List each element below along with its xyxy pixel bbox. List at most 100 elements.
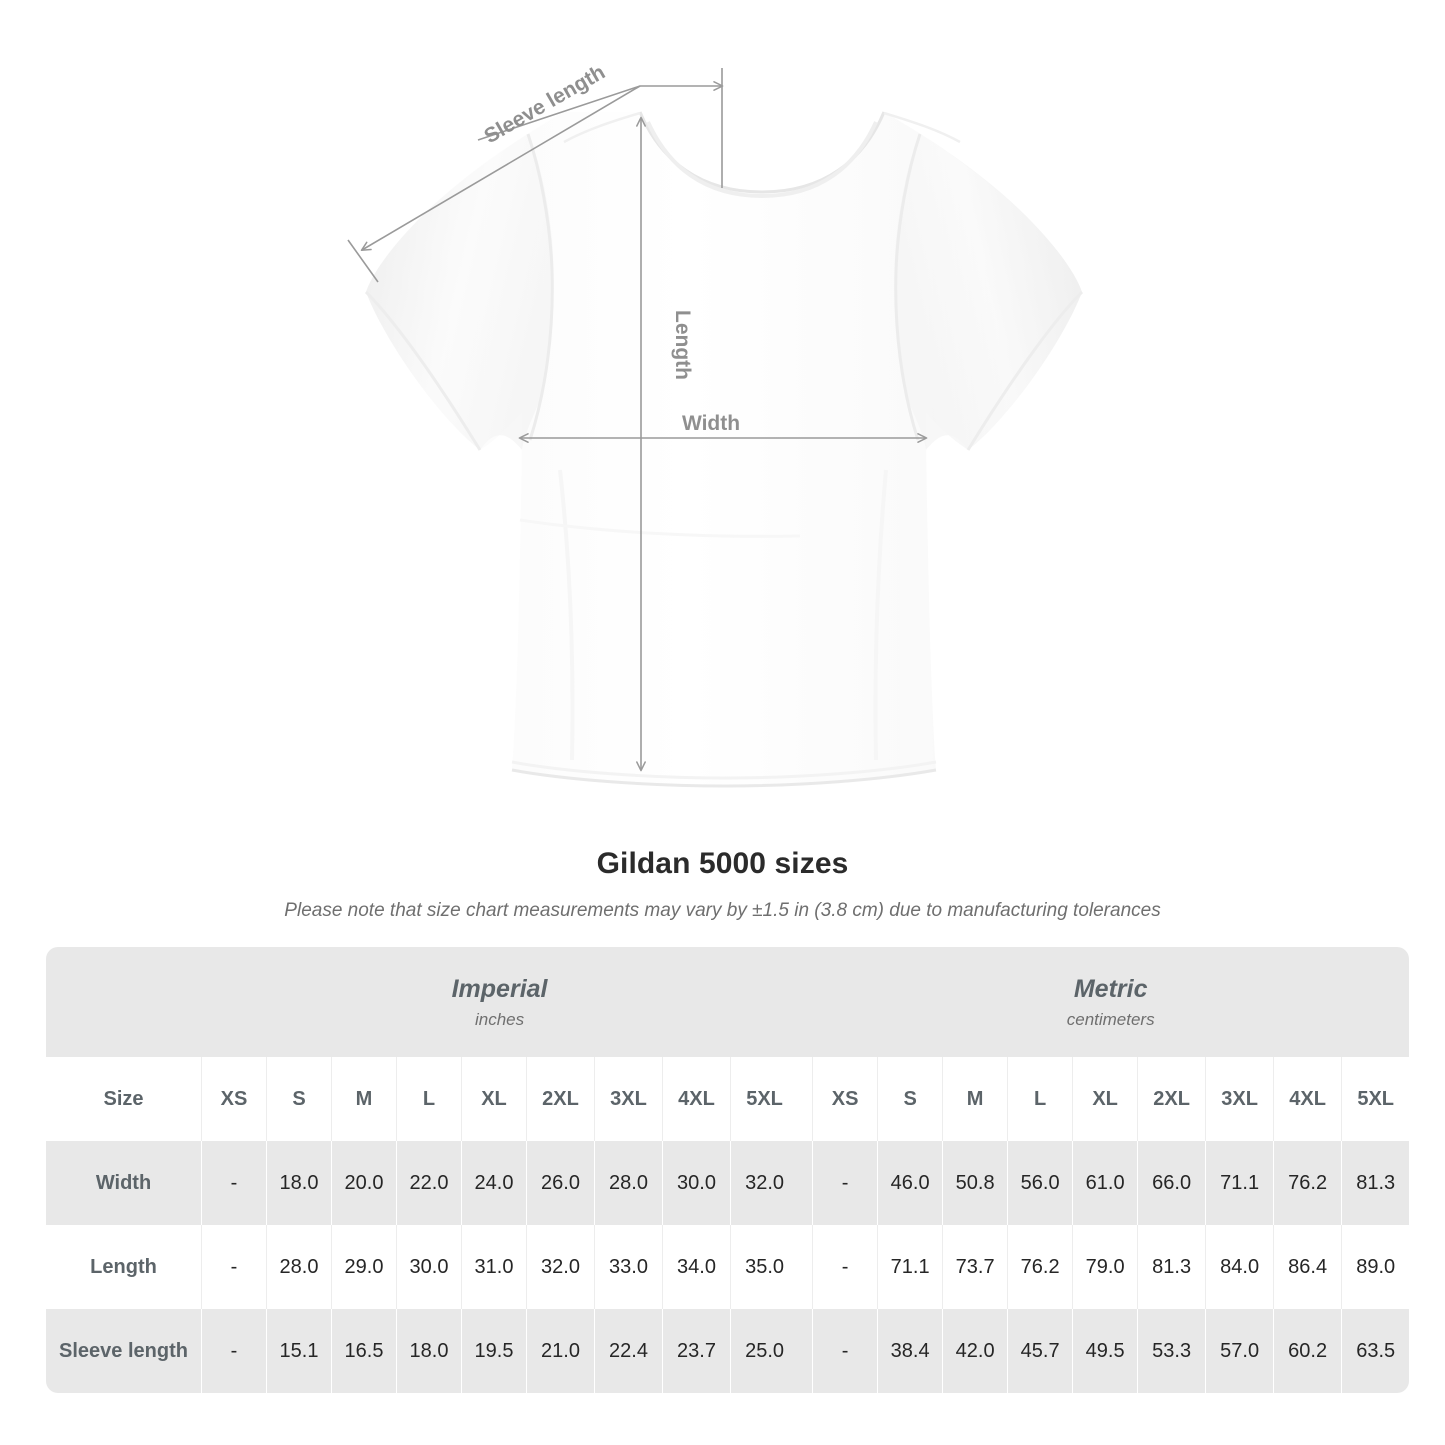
cell-metric-sleeve-4xl: 60.2 <box>1273 1309 1342 1393</box>
imperial-name: Imperial <box>451 974 548 1003</box>
unit-band-gap <box>798 947 813 1057</box>
cell-metric-width-5xl: 81.3 <box>1341 1141 1410 1225</box>
sleeve-hem-tick <box>347 239 379 283</box>
cell-imperial-sleeve-s: 15.1 <box>266 1309 331 1393</box>
col-header-metric-xs: XS <box>812 1057 878 1141</box>
cell-metric-sleeve-l: 45.7 <box>1007 1309 1073 1393</box>
cell-imperial-sleeve-xs: - <box>201 1309 266 1393</box>
unit-system-band: Imperial inches Metric centimeters <box>46 947 1410 1057</box>
col-header-metric-xl: XL <box>1072 1057 1138 1141</box>
cell-metric-length-5xl: 89.0 <box>1341 1225 1410 1309</box>
cell-imperial-sleeve-3xl: 22.4 <box>594 1309 662 1393</box>
col-header-imperial-4xl: 4XL <box>662 1057 730 1141</box>
col-header-metric-5xl: 5XL <box>1341 1057 1410 1141</box>
cell-metric-length-3xl: 84.0 <box>1205 1225 1274 1309</box>
tshirt-diagram: Sleeve length Length Width <box>347 61 1084 788</box>
cell-imperial-width-m: 20.0 <box>331 1141 396 1225</box>
sleeve-length-measure <box>347 68 724 283</box>
row-label-width: Width <box>46 1141 201 1225</box>
cell-imperial-sleeve-4xl: 23.7 <box>662 1309 730 1393</box>
cell-metric-length-m: 73.7 <box>942 1225 1008 1309</box>
cell-imperial-length-xs: - <box>201 1225 266 1309</box>
tolerance-note: Please note that size chart measurements… <box>284 900 1161 921</box>
cell-imperial-length-4xl: 34.0 <box>662 1225 730 1309</box>
cell-imperial-width-4xl: 30.0 <box>662 1141 730 1225</box>
tshirt-silhouette <box>364 111 1084 788</box>
cell-metric-length-xl: 79.0 <box>1072 1225 1138 1309</box>
cell-metric-length-s: 71.1 <box>877 1225 943 1309</box>
chart-title-block: Gildan 5000 sizes Please note that size … <box>0 845 1445 923</box>
col-header-metric-s: S <box>877 1057 943 1141</box>
col-header-imperial-xs: XS <box>201 1057 266 1141</box>
cell-metric-sleeve-2xl: 53.3 <box>1137 1309 1206 1393</box>
cell-imperial-width-l: 22.0 <box>396 1141 461 1225</box>
cell-metric-sleeve-s: 38.4 <box>877 1309 943 1393</box>
width-label: Width <box>682 412 740 435</box>
cell-imperial-width-xs: - <box>201 1141 266 1225</box>
cell-metric-width-4xl: 76.2 <box>1273 1141 1342 1225</box>
col-header-imperial-m: M <box>331 1057 396 1141</box>
col-header-imperial-s: S <box>266 1057 331 1141</box>
cell-imperial-width-s: 18.0 <box>266 1141 331 1225</box>
col-header-metric-m: M <box>942 1057 1008 1141</box>
cell-metric-width-xl: 61.0 <box>1072 1141 1138 1225</box>
cell-imperial-length-xl: 31.0 <box>461 1225 526 1309</box>
cell-imperial-sleeve-2xl: 21.0 <box>526 1309 594 1393</box>
cell-imperial-length-2xl: 32.0 <box>526 1225 594 1309</box>
cell-metric-sleeve-xl: 49.5 <box>1072 1309 1138 1393</box>
imperial-unit: inches <box>474 1009 525 1029</box>
col-header-imperial-5xl: 5XL <box>730 1057 799 1141</box>
cell-metric-sleeve-m: 42.0 <box>942 1309 1008 1393</box>
row-gap-sleeve <box>798 1309 813 1393</box>
cell-metric-length-2xl: 81.3 <box>1137 1225 1206 1309</box>
col-header-metric-3xl: 3XL <box>1205 1057 1274 1141</box>
cell-metric-sleeve-xs: - <box>812 1309 878 1393</box>
metric-unit: centimeters <box>1066 1009 1155 1029</box>
metric-name: Metric <box>1073 974 1148 1003</box>
cell-metric-width-m: 50.8 <box>942 1141 1008 1225</box>
row-gap-length <box>798 1225 813 1309</box>
cell-metric-width-2xl: 66.0 <box>1137 1141 1206 1225</box>
unit-band-spacer <box>46 947 201 1057</box>
row-label-sleeve-length: Sleeve length <box>46 1309 201 1393</box>
row-gap-width <box>798 1141 813 1225</box>
cell-metric-length-4xl: 86.4 <box>1273 1225 1342 1309</box>
cell-metric-length-xs: - <box>812 1225 878 1309</box>
cell-metric-width-xs: - <box>812 1141 878 1225</box>
cell-metric-sleeve-3xl: 57.0 <box>1205 1309 1274 1393</box>
table-row: Sleeve length - 15.1 16.5 18.0 19.5 21.0… <box>46 1309 1410 1393</box>
cell-imperial-width-2xl: 26.0 <box>526 1141 594 1225</box>
col-header-imperial-l: L <box>396 1057 461 1141</box>
size-chart-table: Imperial inches Metric centimeters Size … <box>46 947 1410 1393</box>
cell-imperial-length-s: 28.0 <box>266 1225 331 1309</box>
cell-imperial-sleeve-5xl: 25.0 <box>730 1309 799 1393</box>
cell-imperial-length-m: 29.0 <box>331 1225 396 1309</box>
cell-imperial-sleeve-l: 18.0 <box>396 1309 461 1393</box>
cell-imperial-width-5xl: 32.0 <box>730 1141 799 1225</box>
page-title: Gildan 5000 sizes <box>596 847 849 880</box>
unit-system-imperial: Imperial inches <box>201 947 799 1057</box>
cell-imperial-length-3xl: 33.0 <box>594 1225 662 1309</box>
unit-system-metric: Metric centimeters <box>812 947 1410 1057</box>
col-header-metric-4xl: 4XL <box>1273 1057 1342 1141</box>
header-gap <box>798 1057 813 1141</box>
col-header-imperial-2xl: 2XL <box>526 1057 594 1141</box>
cell-metric-length-l: 76.2 <box>1007 1225 1073 1309</box>
cell-imperial-length-l: 30.0 <box>396 1225 461 1309</box>
size-header-row: Size XS S M L XL 2XL 3XL 4XL 5XL XS S M … <box>46 1057 1410 1141</box>
cell-metric-width-s: 46.0 <box>877 1141 943 1225</box>
table-row: Length - 28.0 29.0 30.0 31.0 32.0 33.0 3… <box>46 1225 1410 1309</box>
cell-imperial-width-xl: 24.0 <box>461 1141 526 1225</box>
size-header-label: Size <box>46 1057 201 1141</box>
cell-metric-width-3xl: 71.1 <box>1205 1141 1274 1225</box>
length-label: Length <box>671 310 694 380</box>
col-header-metric-l: L <box>1007 1057 1073 1141</box>
cell-imperial-sleeve-xl: 19.5 <box>461 1309 526 1393</box>
cell-metric-sleeve-5xl: 63.5 <box>1341 1309 1410 1393</box>
row-label-length: Length <box>46 1225 201 1309</box>
cell-imperial-length-5xl: 35.0 <box>730 1225 799 1309</box>
col-header-imperial-3xl: 3XL <box>594 1057 662 1141</box>
table-row: Width - 18.0 20.0 22.0 24.0 26.0 28.0 30… <box>46 1141 1410 1225</box>
cell-imperial-width-3xl: 28.0 <box>594 1141 662 1225</box>
